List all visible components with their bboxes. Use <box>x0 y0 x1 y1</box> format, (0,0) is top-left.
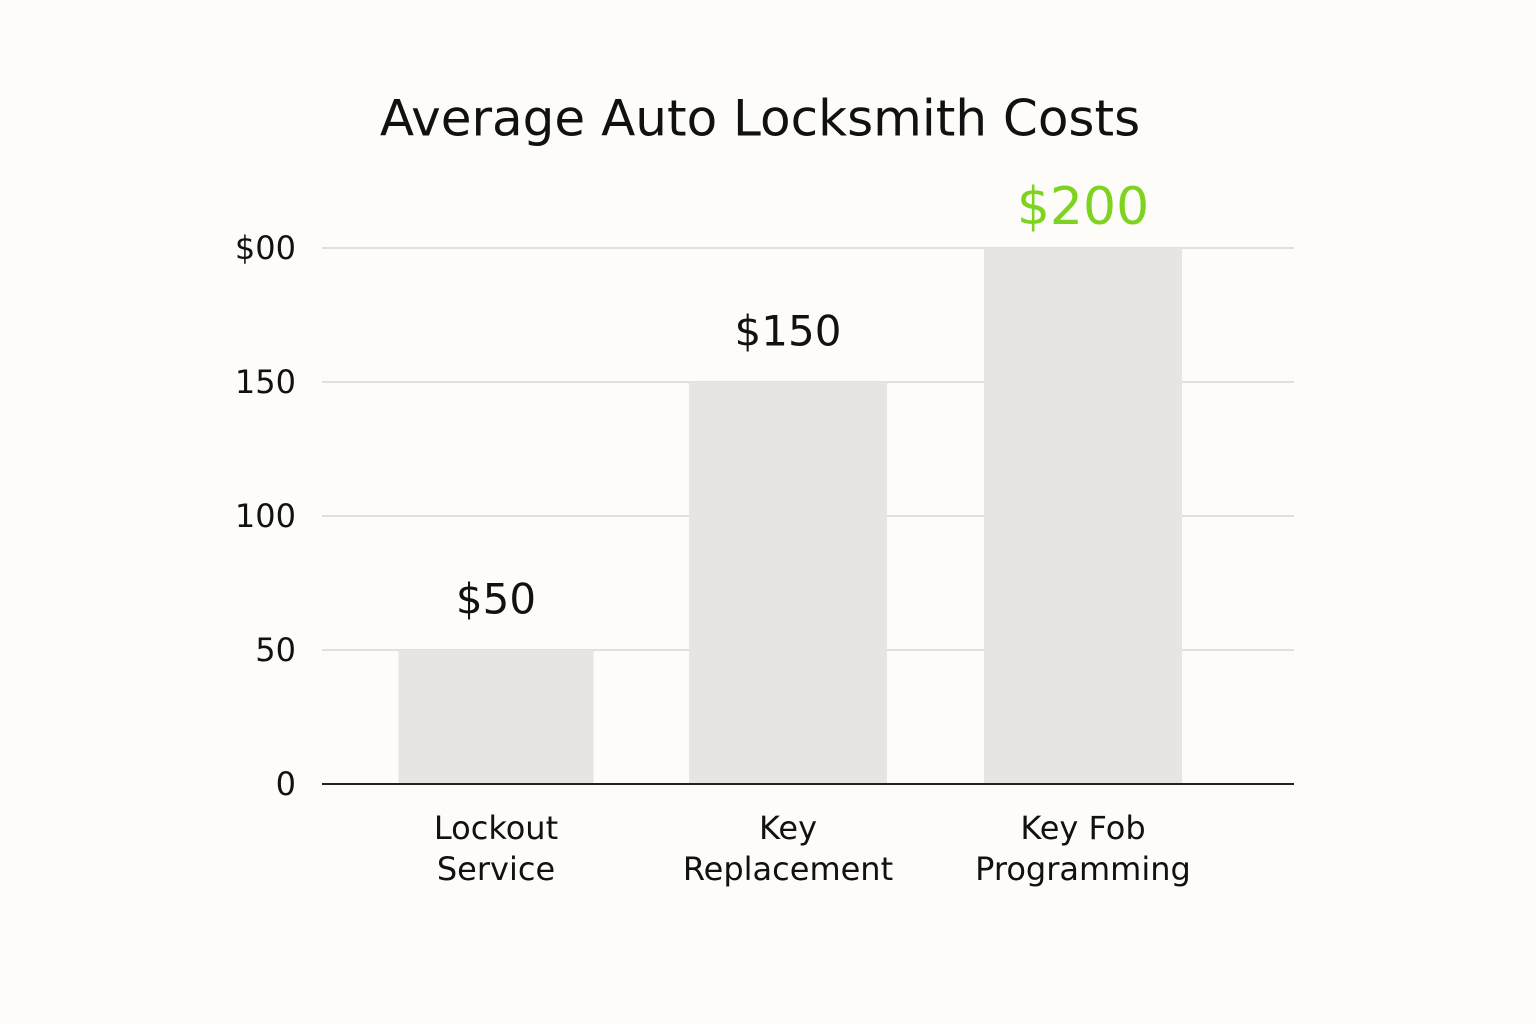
chart-title: Average Auto Locksmith Costs <box>380 90 1140 148</box>
y-tick-label: 100 <box>235 497 296 535</box>
label-background <box>1002 177 1164 237</box>
y-tick-label: 50 <box>255 631 296 669</box>
x-tick-label: Key <box>759 809 817 847</box>
y-tick-label: 150 <box>235 363 296 401</box>
y-tick-label: 0 <box>276 765 296 803</box>
value-label: $150 <box>735 307 842 356</box>
bar <box>689 382 887 784</box>
value-label: $200 <box>1017 177 1149 237</box>
x-tick-label: Service <box>437 850 555 888</box>
bar <box>984 248 1182 784</box>
x-tick-label: Replacement <box>683 850 893 888</box>
y-tick-label: $00 <box>235 229 296 267</box>
bar <box>398 650 594 784</box>
x-tick-label: Programming <box>975 850 1191 888</box>
value-label: $50 <box>456 575 536 624</box>
x-tick-label: Key Fob <box>1020 809 1145 847</box>
x-tick-label: Lockout <box>434 809 558 847</box>
